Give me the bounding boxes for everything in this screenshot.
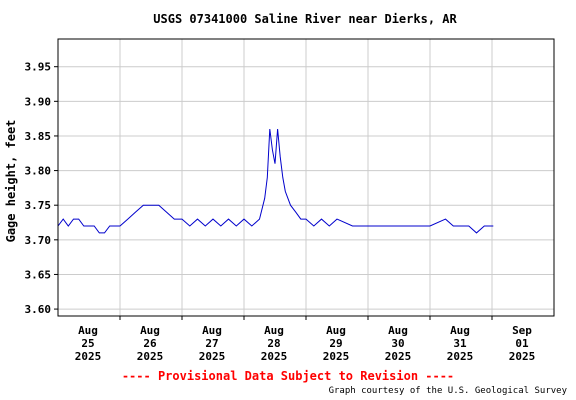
y-tick-label: 3.85 [25,130,52,143]
y-tick-label: 3.90 [25,95,52,108]
x-tick-label-month: Aug [326,324,346,337]
series-line-0 [57,128,494,234]
x-tick-label-month: Aug [140,324,160,337]
x-tick-label-year: 2025 [385,350,412,363]
y-tick-label: 3.95 [25,61,52,74]
x-tick-label-month: Aug [78,324,98,337]
x-tick-label-year: 2025 [261,350,288,363]
series-layer [57,128,494,234]
x-tick-label-month: Aug [450,324,470,337]
x-tick-label-year: 2025 [75,350,102,363]
y-tick-label: 3.80 [25,165,52,178]
x-tick-label-day: 30 [391,337,404,350]
x-tick-label-day: 28 [267,337,280,350]
y-tick-labels: 3.60 3.65 3.70 3.75 3.80 3.85 3.90 3.95 [25,61,58,316]
provisional-notice: ---- Provisional Data Subject to Revisio… [122,369,454,383]
x-tick-labels: Aug252025Aug262025Aug272025Aug282025Aug2… [75,316,536,363]
x-tick-label-day: 25 [81,337,94,350]
y-tick-label: 3.65 [25,268,52,281]
x-tick-label-day: 31 [453,337,467,350]
x-tick-label-year: 2025 [447,350,474,363]
y-tick-label: 3.75 [25,199,52,212]
x-tick-label-day: 26 [143,337,157,350]
x-tick-label-day: 27 [205,337,218,350]
x-tick-label-year: 2025 [323,350,350,363]
x-tick-label-month: Sep [512,324,532,337]
x-tick-label-month: Aug [264,324,284,337]
x-tick-label-year: 2025 [137,350,164,363]
y-tick-label: 3.60 [25,303,52,316]
x-tick-label-month: Aug [202,324,222,337]
x-tick-label-year: 2025 [509,350,536,363]
y-axis-label: Gage height, feet [4,120,18,243]
credit-line: Graph courtesy of the U.S. Geological Su… [329,386,568,396]
x-tick-label-day: 29 [329,337,342,350]
x-tick-label-month: Aug [388,324,408,337]
x-tick-label-day: 01 [515,337,529,350]
chart-title: USGS 07341000 Saline River near Dierks, … [153,12,457,26]
y-tick-label: 3.70 [25,234,52,247]
grid-lines [58,39,554,316]
x-tick-label-year: 2025 [199,350,226,363]
